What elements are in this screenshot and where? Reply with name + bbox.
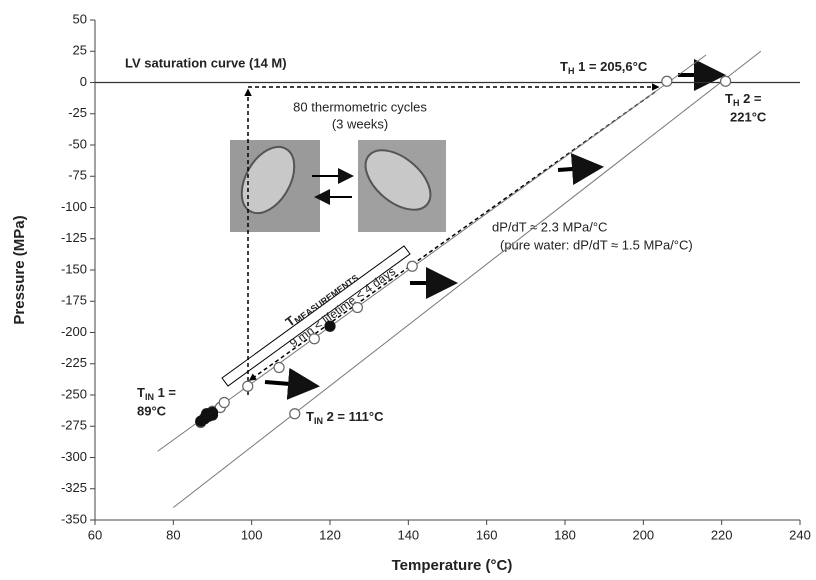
y-tick-label: -300 bbox=[61, 449, 87, 464]
point bbox=[273, 361, 285, 374]
y-tick-label: 50 bbox=[73, 11, 87, 26]
annotation: 221°C bbox=[730, 109, 767, 124]
x-tick-label: 220 bbox=[711, 527, 733, 542]
y-tick-label: 25 bbox=[73, 43, 87, 58]
annotation: TIN 1 = bbox=[137, 385, 176, 402]
y-tick-label: 0 bbox=[80, 74, 87, 89]
x-tick-label: 140 bbox=[397, 527, 419, 542]
annotation: TH 1 = 205,6°C bbox=[560, 59, 648, 76]
point bbox=[661, 75, 673, 87]
annotation: (3 weeks) bbox=[332, 116, 388, 131]
photos bbox=[230, 140, 446, 232]
point bbox=[324, 320, 336, 332]
x-axis-label: Temperature (°C) bbox=[392, 557, 513, 574]
x-tick-label: 240 bbox=[789, 527, 811, 542]
annotation: 89°C bbox=[137, 403, 167, 418]
x-tick-label: 200 bbox=[632, 527, 654, 542]
y-tick-label: -175 bbox=[61, 293, 87, 308]
point bbox=[206, 406, 219, 419]
y-tick-label: -25 bbox=[68, 105, 87, 120]
point bbox=[406, 260, 418, 272]
x-tick-label: 120 bbox=[319, 527, 341, 542]
y-tick-label: -100 bbox=[61, 199, 87, 214]
x-tick-label: 60 bbox=[88, 527, 102, 542]
fit-line bbox=[157, 54, 707, 452]
point bbox=[242, 380, 254, 392]
y-axis-label: Pressure (MPa) bbox=[11, 215, 28, 324]
annotation: 80 thermometric cycles bbox=[293, 99, 427, 114]
point bbox=[308, 333, 320, 345]
annotation: TIN 2 = 111°C bbox=[306, 409, 384, 426]
y-tick-label: -125 bbox=[61, 230, 87, 245]
point bbox=[289, 408, 301, 420]
annotation-arrows bbox=[221, 59, 726, 400]
annotation: (pure water: dP/dT ≈ 1.5 MPa/°C) bbox=[500, 237, 693, 252]
annotation: LV saturation curve (14 M) bbox=[125, 55, 287, 70]
point bbox=[218, 396, 230, 409]
annotation: dP/dT ≈ 2.3 MPa/°C bbox=[492, 219, 607, 234]
x-tick-label: 100 bbox=[241, 527, 263, 542]
y-tick-label: -325 bbox=[61, 480, 87, 495]
y-tick-label: -75 bbox=[68, 168, 87, 183]
x-tick-label: 180 bbox=[554, 527, 576, 542]
x-tick-label: 80 bbox=[166, 527, 180, 542]
y-tick-label: -150 bbox=[61, 261, 87, 276]
y-tick-label: -275 bbox=[61, 418, 87, 433]
point bbox=[719, 75, 732, 87]
point bbox=[351, 301, 364, 314]
fit-line bbox=[173, 50, 762, 508]
y-tick-label: -225 bbox=[61, 355, 87, 370]
y-tick-label: -250 bbox=[61, 386, 87, 401]
y-tick-label: -200 bbox=[61, 324, 87, 339]
y-tick-label: -50 bbox=[68, 136, 87, 151]
annotation: 9 mn < lifetime < 4 days bbox=[287, 264, 398, 350]
x-tick-label: 160 bbox=[476, 527, 498, 542]
y-tick-label: -350 bbox=[61, 511, 87, 526]
annotation: TH 2 = bbox=[725, 91, 762, 108]
